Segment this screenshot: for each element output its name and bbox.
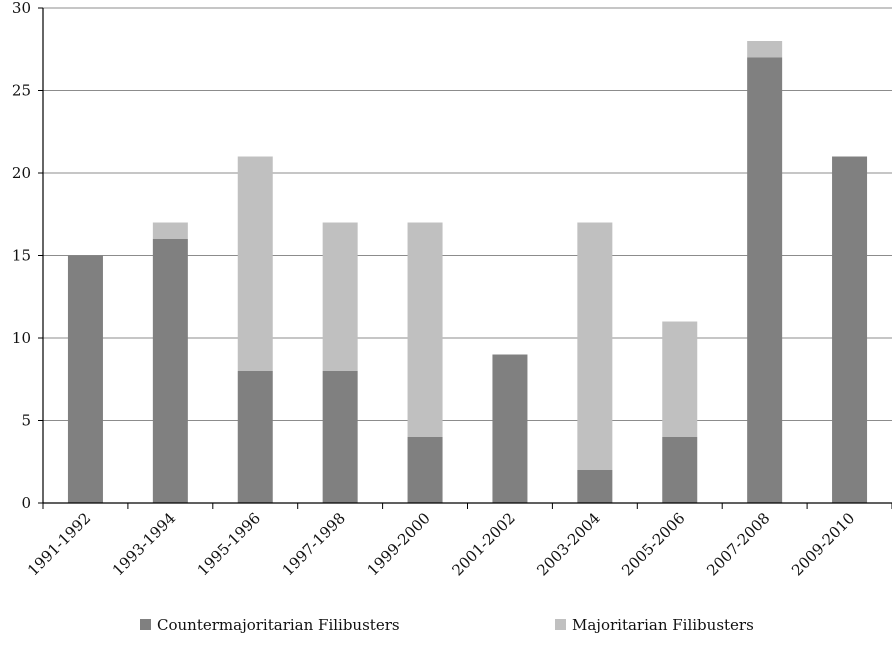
y-tick-label: 0: [21, 494, 31, 512]
y-tick-label: 20: [12, 164, 31, 182]
x-tick-label: 2007-2008: [703, 509, 773, 579]
y-tick-label: 25: [12, 82, 31, 100]
y-tick-label: 30: [12, 0, 31, 17]
legend: Countermajoritarian Filibusters Majoritar…: [140, 616, 754, 634]
bar-segment-countermajoritarian: [67, 255, 103, 503]
bar-segment-countermajoritarian: [237, 371, 273, 503]
bar-segment-countermajoritarian: [407, 437, 443, 503]
bar-segment-majoritarian: [662, 321, 698, 437]
bar-segment-countermajoritarian: [832, 156, 868, 503]
bar-segment-majoritarian: [747, 41, 783, 58]
x-tick-label: 1991-1992: [24, 509, 94, 579]
x-tick-label: 2001-2002: [448, 509, 518, 579]
bar-segment-countermajoritarian: [152, 239, 188, 503]
bars: [67, 41, 868, 503]
y-tick-labels: 0 5 10 15 20 25 30: [12, 0, 31, 512]
x-tick-label: 1993-1994: [109, 509, 179, 579]
bar-segment-majoritarian: [237, 156, 273, 371]
x-tick-label: 1997-1998: [279, 509, 349, 579]
bar-segment-majoritarian: [577, 222, 613, 470]
x-tick-label: 2005-2006: [618, 509, 688, 579]
y-tick-label: 15: [12, 247, 31, 265]
bar-segment-countermajoritarian: [662, 437, 698, 503]
bar-segment-majoritarian: [407, 222, 443, 437]
bar-segment-countermajoritarian: [492, 354, 528, 503]
y-tick-label: 10: [12, 329, 31, 347]
legend-swatch: [555, 619, 566, 630]
bar-segment-countermajoritarian: [322, 371, 358, 503]
x-tick-label: 2003-2004: [533, 509, 603, 579]
x-tick-labels: 1991-1992 1993-1994 1995-1996 1997-1998 1999…: [24, 509, 858, 579]
bar-segment-majoritarian: [152, 222, 188, 239]
legend-label: Countermajoritarian Filibusters: [157, 616, 400, 634]
x-tick-label: 1995-1996: [194, 509, 264, 579]
x-tick-label: 2009-2010: [788, 509, 858, 579]
bar-segment-majoritarian: [322, 222, 358, 371]
x-tick-label: 1999-2000: [364, 509, 434, 579]
y-tick-label: 5: [21, 412, 31, 430]
legend-swatch: [140, 619, 151, 630]
legend-label: Majoritarian Filibusters: [572, 616, 754, 634]
bar-segment-countermajoritarian: [577, 470, 613, 503]
axes: [38, 7, 892, 509]
bar-segment-countermajoritarian: [747, 57, 783, 503]
